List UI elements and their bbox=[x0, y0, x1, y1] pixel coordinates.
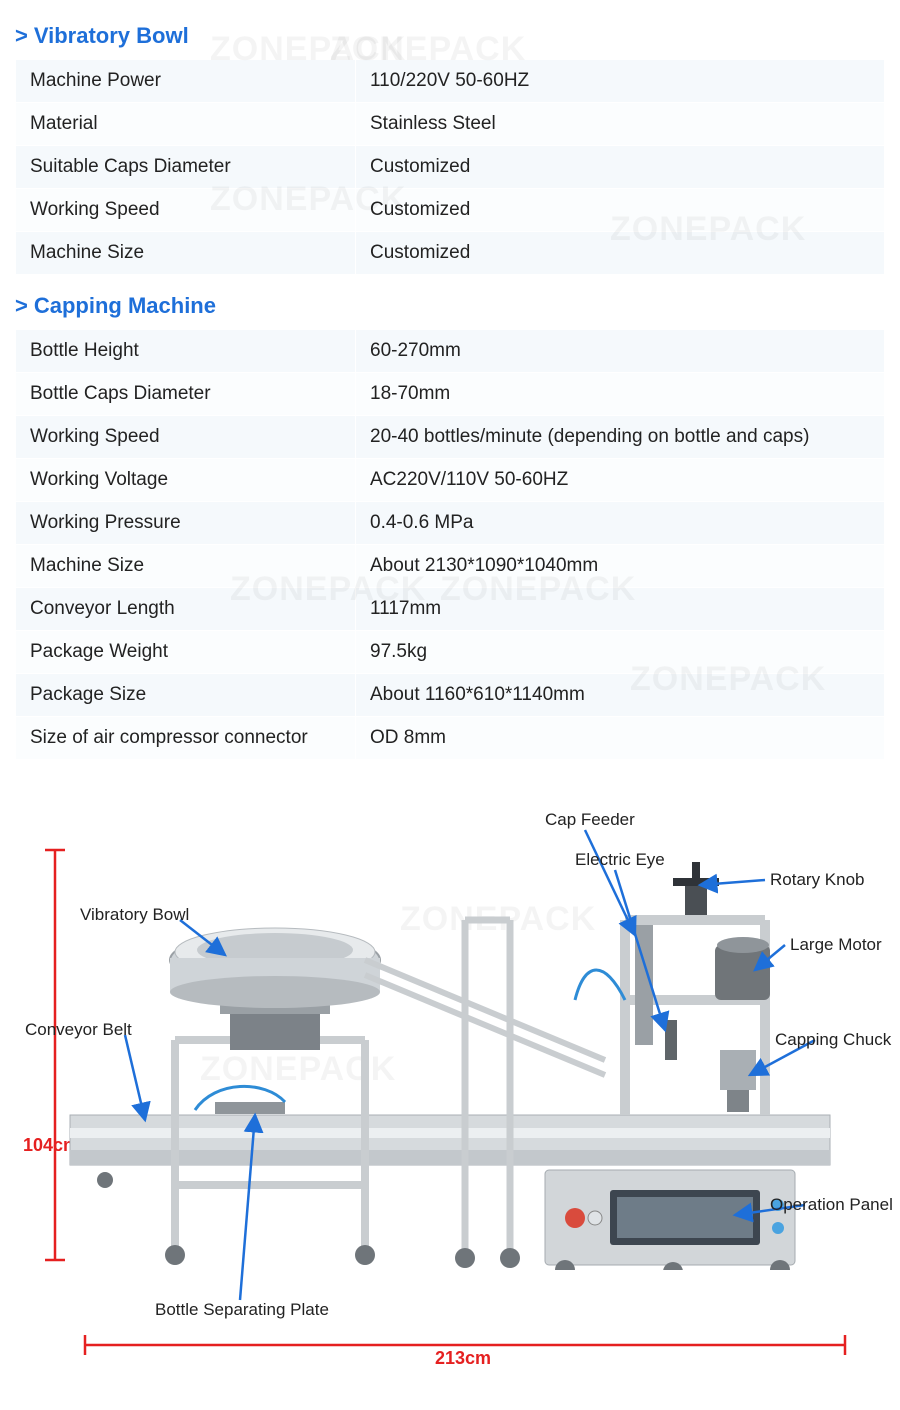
label-conveyor-belt: Conveyor Belt bbox=[25, 1020, 132, 1040]
label-capping-chuck: Capping Chuck bbox=[775, 1030, 891, 1050]
table-row: Working VoltageAC220V/110V 50-60HZ bbox=[16, 459, 885, 502]
table-row: Machine Power110/220V 50-60HZ bbox=[16, 60, 885, 103]
spec-label: Package Size bbox=[16, 674, 356, 717]
spec-label: Material bbox=[16, 103, 356, 146]
spec-label: Bottle Height bbox=[16, 330, 356, 373]
label-vibratory-bowl: Vibratory Bowl bbox=[80, 905, 189, 925]
spec-value: About 2130*1090*1040mm bbox=[356, 545, 885, 588]
label-rotary-knob: Rotary Knob bbox=[770, 870, 865, 890]
spec-table-vibratory-bowl: Machine Power110/220V 50-60HZMaterialSta… bbox=[15, 59, 885, 275]
spec-value: About 1160*610*1140mm bbox=[356, 674, 885, 717]
spec-label: Suitable Caps Diameter bbox=[16, 146, 356, 189]
table-row: Bottle Caps Diameter18-70mm bbox=[16, 373, 885, 416]
spec-value: 60-270mm bbox=[356, 330, 885, 373]
dim-width: 213cm bbox=[435, 1348, 491, 1369]
spec-value: 97.5kg bbox=[356, 631, 885, 674]
label-cap-feeder: Cap Feeder bbox=[545, 810, 635, 830]
spec-label: Size of air compressor connector bbox=[16, 717, 356, 760]
spec-value: Customized bbox=[356, 146, 885, 189]
spec-label: Conveyor Length bbox=[16, 588, 356, 631]
table-row: Package SizeAbout 1160*610*1140mm bbox=[16, 674, 885, 717]
table-row: Machine SizeCustomized bbox=[16, 232, 885, 275]
section-title-text: Capping Machine bbox=[34, 293, 216, 318]
spec-value: 0.4-0.6 MPa bbox=[356, 502, 885, 545]
spec-value: 110/220V 50-60HZ bbox=[356, 60, 885, 103]
spec-value: 20-40 bottles/minute (depending on bottl… bbox=[356, 416, 885, 459]
label-large-motor: Large Motor bbox=[790, 935, 882, 955]
spec-value: AC220V/110V 50-60HZ bbox=[356, 459, 885, 502]
section-title-vibratory-bowl: >Vibratory Bowl bbox=[15, 23, 885, 49]
spec-label: Working Pressure bbox=[16, 502, 356, 545]
table-row: Working SpeedCustomized bbox=[16, 189, 885, 232]
label-electric-eye: Electric Eye bbox=[575, 850, 665, 870]
table-row: Conveyor Length1117mm bbox=[16, 588, 885, 631]
spec-label: Bottle Caps Diameter bbox=[16, 373, 356, 416]
table-row: Bottle Height60-270mm bbox=[16, 330, 885, 373]
spec-label: Machine Size bbox=[16, 232, 356, 275]
spec-value: 1117mm bbox=[356, 588, 885, 631]
spec-label: Working Speed bbox=[16, 416, 356, 459]
table-row: Working Pressure0.4-0.6 MPa bbox=[16, 502, 885, 545]
chevron-right-icon: > bbox=[15, 23, 28, 48]
spec-label: Package Weight bbox=[16, 631, 356, 674]
table-row: MaterialStainless Steel bbox=[16, 103, 885, 146]
chevron-right-icon: > bbox=[15, 293, 28, 318]
spec-value: Customized bbox=[356, 189, 885, 232]
spec-value: OD 8mm bbox=[356, 717, 885, 760]
spec-label: Working Voltage bbox=[16, 459, 356, 502]
spec-table-capping-machine: Bottle Height60-270mmBottle Caps Diamete… bbox=[15, 329, 885, 760]
spec-value: Stainless Steel bbox=[356, 103, 885, 146]
spec-value: Customized bbox=[356, 232, 885, 275]
spec-label: Machine Power bbox=[16, 60, 356, 103]
table-row: Machine SizeAbout 2130*1090*1040mm bbox=[16, 545, 885, 588]
spec-value: 18-70mm bbox=[356, 373, 885, 416]
spec-label: Machine Size bbox=[16, 545, 356, 588]
section-title-text: Vibratory Bowl bbox=[34, 23, 189, 48]
label-bottle-sep-plate: Bottle Separating Plate bbox=[155, 1300, 329, 1320]
label-operation-panel: Operation Panel bbox=[770, 1195, 893, 1215]
table-row: Working Speed20-40 bottles/minute (depen… bbox=[16, 416, 885, 459]
machine-diagram: 104cm 213cm bbox=[15, 790, 885, 1410]
table-row: Package Weight97.5kg bbox=[16, 631, 885, 674]
table-row: Suitable Caps DiameterCustomized bbox=[16, 146, 885, 189]
spec-label: Working Speed bbox=[16, 189, 356, 232]
section-title-capping-machine: >Capping Machine bbox=[15, 293, 885, 319]
table-row: Size of air compressor connectorOD 8mm bbox=[16, 717, 885, 760]
